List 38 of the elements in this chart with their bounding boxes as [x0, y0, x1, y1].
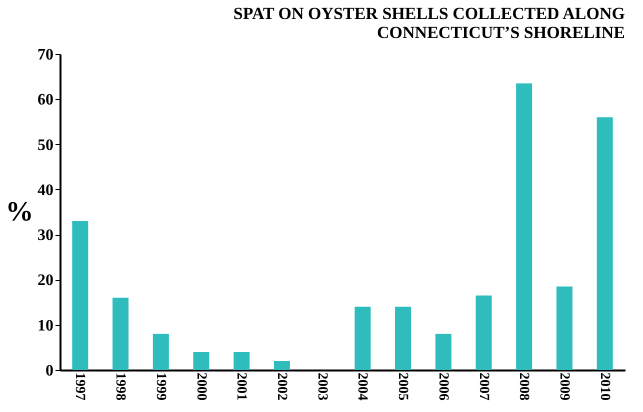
bar — [152, 334, 169, 370]
x-tick-label: 2002 — [274, 372, 289, 400]
bar — [72, 221, 88, 370]
x-tick-label: 1998 — [112, 372, 128, 400]
bar — [395, 306, 412, 370]
bar — [234, 352, 250, 370]
x-tick-label: 1999 — [152, 372, 168, 400]
bar — [274, 360, 290, 370]
y-tick-label: 20 — [38, 272, 54, 290]
bar — [476, 296, 492, 370]
y-tick-label: 0 — [46, 362, 54, 380]
x-tick-label: 2006 — [435, 372, 450, 400]
x-tick-label: 2001 — [234, 372, 249, 400]
x-tick-label: 2010 — [596, 372, 612, 400]
bar — [193, 352, 210, 370]
y-axis-title: % — [6, 196, 34, 228]
y-tick-label: 50 — [38, 136, 54, 154]
y-tick-label: 40 — [38, 182, 54, 199]
bar — [556, 286, 572, 370]
x-tick-label: 2003 — [314, 372, 330, 400]
text: CONNECTICUT’S SHORELINE — [377, 23, 625, 42]
y-tick-label: 30 — [38, 227, 54, 244]
x-tick-label: 2000 — [193, 372, 208, 400]
bar — [516, 83, 532, 370]
x-tick-label: 2004 — [354, 372, 370, 400]
bar — [354, 306, 371, 370]
x-tick-label: 2007 — [476, 372, 491, 400]
x-tick-label: 2005 — [395, 372, 410, 400]
x-tick-label: 2008 — [516, 372, 532, 400]
bar — [112, 298, 129, 370]
bar — [435, 334, 452, 370]
y-tick-label: 60 — [38, 92, 54, 109]
bar — [596, 117, 613, 370]
text: SPAT ON OYSTER SHELLS COLLECTED ALONG — [233, 4, 625, 23]
x-tick-label: 2009 — [556, 372, 572, 400]
y-tick-label: 70 — [38, 46, 54, 64]
y-tick-label: 10 — [38, 317, 54, 334]
x-tick-label: 1997 — [72, 372, 88, 400]
